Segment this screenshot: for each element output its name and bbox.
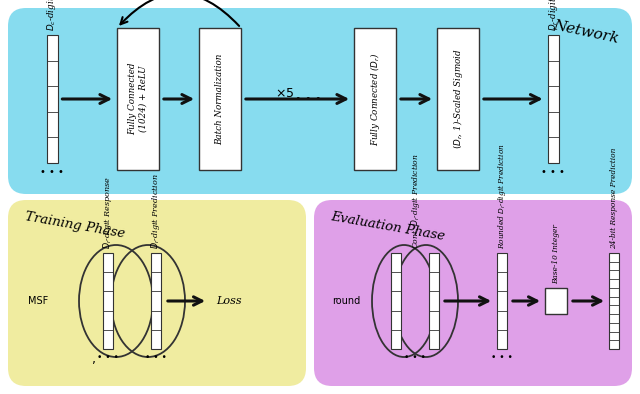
Bar (497, 253, 507, 349)
Text: $(D_r$, 1)-Scaled Sigmoid: $(D_r$, 1)-Scaled Sigmoid (451, 48, 465, 149)
Text: round: round (332, 296, 360, 306)
Text: • • •: • • • (145, 353, 167, 362)
Bar (354, 28, 396, 170)
Text: ,: , (92, 353, 96, 366)
Text: Fully Connected
(1024) + ReLU: Fully Connected (1024) + ReLU (128, 63, 148, 135)
Text: • • •: • • • (295, 94, 321, 104)
Text: • • •: • • • (404, 353, 426, 362)
FancyBboxPatch shape (8, 200, 306, 386)
Text: 24-bit Response Prediction: 24-bit Response Prediction (610, 148, 618, 249)
FancyArrowPatch shape (120, 0, 239, 26)
Text: Base-10 Integer: Base-10 Integer (552, 224, 560, 284)
Bar (199, 28, 241, 170)
Bar (437, 28, 479, 170)
Text: $D_r$-digit Prediction: $D_r$-digit Prediction (547, 0, 559, 31)
FancyBboxPatch shape (8, 8, 632, 194)
Text: $D_c$-digit Challenge: $D_c$-digit Challenge (45, 0, 58, 31)
Text: $\times 5$: $\times 5$ (275, 87, 294, 100)
Bar (117, 28, 159, 170)
Text: Training Phase: Training Phase (24, 210, 126, 240)
Text: • • •: • • • (97, 353, 119, 362)
Text: MSF: MSF (28, 296, 48, 306)
Bar (47, 35, 58, 163)
Bar (545, 288, 567, 314)
Text: • • •: • • • (541, 167, 565, 177)
Text: • • •: • • • (40, 167, 64, 177)
Text: Batch Normalization: Batch Normalization (216, 53, 225, 145)
Text: Evaluation Phase: Evaluation Phase (330, 210, 446, 243)
Text: Loss: Loss (216, 296, 242, 306)
Text: Network: Network (552, 18, 620, 46)
Text: Fully Connected ($D_r$): Fully Connected ($D_r$) (368, 52, 382, 146)
Text: Rounded $D_r$-digit Prediction: Rounded $D_r$-digit Prediction (496, 143, 508, 249)
Bar (391, 253, 401, 349)
Text: $D_r$-digit Prediction: $D_r$-digit Prediction (150, 173, 163, 249)
Bar (609, 253, 619, 349)
Bar (547, 35, 559, 163)
Bar (429, 253, 439, 349)
Text: Cont. $D_r$-digit Prediction: Cont. $D_r$-digit Prediction (408, 153, 422, 249)
Bar (103, 253, 113, 349)
FancyBboxPatch shape (314, 200, 632, 386)
Text: $D_r$-digit Response: $D_r$-digit Response (102, 176, 115, 249)
Text: • • •: • • • (491, 353, 513, 362)
Bar (151, 253, 161, 349)
